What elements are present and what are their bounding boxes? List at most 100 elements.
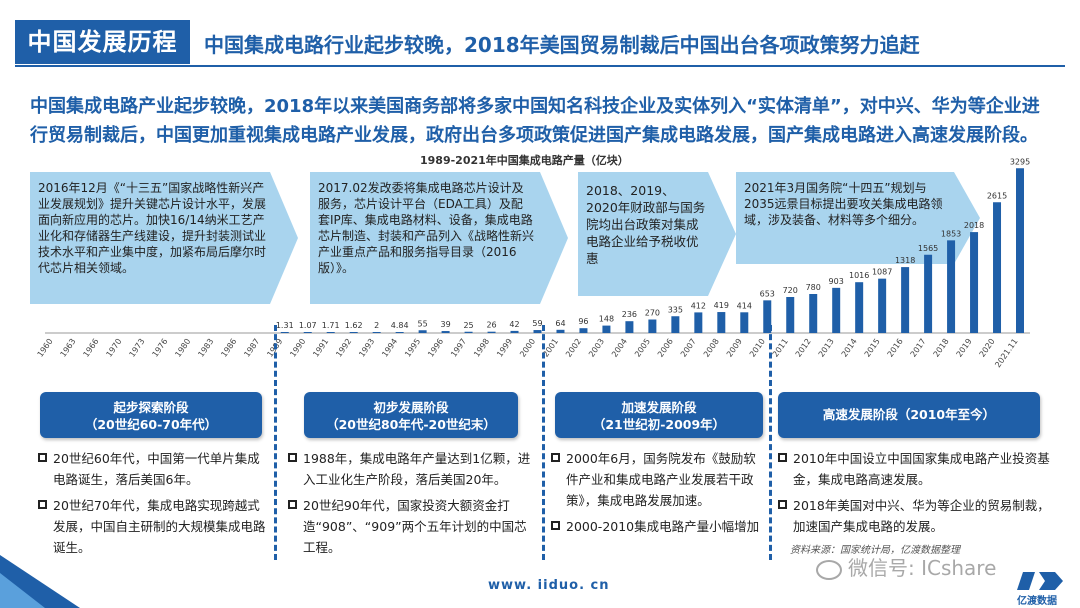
checkbox-bullet-icon: [778, 500, 787, 509]
bar: [602, 325, 611, 333]
stage-divider-3: [769, 325, 772, 560]
bar: [832, 287, 841, 333]
bar: [349, 332, 358, 333]
x-tick-label: 2017: [909, 337, 928, 359]
stage-2-period: （20世纪80年代-20世纪末）: [326, 417, 496, 432]
bar: [326, 332, 335, 333]
bullet-item: 20世纪90年代，国家投资大额资金打造“908”、“909”两个五年计划的中国芯…: [288, 495, 532, 558]
header: 中国发展历程 中国集成电路行业起步较晚，2018年美国贸易制裁后中国出台各项政策…: [0, 0, 1080, 82]
bar-value-label: 903: [829, 277, 844, 286]
bar: [717, 312, 726, 333]
callout-3: 2018、2019、2020年财政部与国务院均出台政策对集成电路企业给予税收优惠: [578, 172, 736, 296]
bar: [648, 319, 657, 333]
stage-3-bullets: 2000年6月，国务院发布《鼓励软件产业和集成电路产业发展若干政策》，集成电路发…: [551, 448, 763, 542]
bar-value-label: 39: [441, 320, 451, 329]
x-tick-label: 1999: [495, 337, 514, 359]
x-tick-label: 1990: [288, 337, 307, 359]
stage-pill-4: 高速发展阶段（2010年至今）: [778, 392, 1040, 438]
bar-value-label: 1016: [849, 271, 869, 280]
callout-3-text: 2018、2019、2020年财政部与国务院均出台政策对集成电路企业给予税收优惠: [586, 183, 706, 266]
x-tick-label: 2005: [633, 337, 652, 359]
x-tick-label: 2013: [817, 337, 836, 359]
source-note: 资料来源：国家统计局，亿渡数据整理: [790, 545, 960, 556]
x-tick-label: 2002: [564, 337, 583, 359]
bullet-item: 20世纪60年代，中国第一代单片集成电路诞生，落后美国6年。: [38, 448, 270, 490]
company-logo: 亿渡数据: [1015, 570, 1070, 607]
bar-value-label: 236: [622, 310, 637, 319]
stage-pill-2: 初步发展阶段 （20世纪80年代-20世纪末）: [304, 392, 518, 438]
stage-3-period: （21世纪初-2009年）: [592, 417, 726, 432]
checkbox-bullet-icon: [38, 453, 47, 462]
x-tick-label: 1983: [196, 337, 215, 359]
checkbox-bullet-icon: [288, 453, 297, 462]
x-tick-label: 2014: [840, 337, 859, 359]
x-tick-label: 2016: [886, 337, 905, 359]
checkbox-bullet-icon: [551, 521, 560, 530]
x-tick-label: 1998: [472, 337, 491, 359]
stage-1-period: （20世纪60-70年代）: [84, 417, 218, 432]
bar: [625, 321, 634, 333]
watermark-text: 微信号: ICshare: [848, 556, 997, 580]
bar-value-label: 3295: [1010, 157, 1030, 166]
bar-value-label: 270: [645, 309, 660, 318]
x-tick-label: 2008: [702, 337, 721, 359]
stage-4-bullets: 2010年中国设立中国国家集成电路产业投资基金，集成电路高速发展。 2018年美…: [778, 448, 1052, 542]
bar: [993, 202, 1002, 333]
x-tick-label: 2019: [955, 337, 974, 359]
x-tick-label: 1992: [334, 337, 353, 359]
x-tick-label: 1993: [357, 337, 376, 359]
x-tick-label: 1987: [242, 337, 261, 359]
x-tick-label: 2010: [748, 337, 767, 359]
x-tick-label: 2006: [656, 337, 675, 359]
footer-url: www. iiduo. cn: [488, 578, 610, 593]
bar: [303, 332, 312, 333]
callout-4: 2021年3月国务院“十四五”规划与2035远景目标提出要攻关集成电路领域，涉及…: [736, 172, 980, 264]
bar: [878, 278, 887, 333]
bar: [533, 330, 542, 333]
stage-divider-2: [542, 325, 545, 560]
bar-value-label: 148: [599, 315, 614, 324]
bullet-text: 2000-2010集成电路产量小幅增加: [566, 519, 760, 534]
bar: [556, 329, 565, 333]
x-tick-label: 1970: [105, 337, 124, 359]
x-tick-label: 1963: [59, 337, 78, 359]
bullet-item: 2000-2010集成电路产量小幅增加: [551, 516, 763, 537]
x-tick-label: 2018: [932, 337, 951, 359]
x-tick-label: 2015: [863, 337, 882, 359]
bar-value-label: 25: [463, 321, 473, 330]
checkbox-bullet-icon: [288, 500, 297, 509]
bar-value-label: 4.84: [391, 321, 409, 330]
x-tick-label: 1976: [150, 337, 169, 359]
section-tag: 中国发展历程: [15, 20, 190, 64]
bar: [418, 330, 427, 333]
bar: [579, 328, 588, 333]
bullet-text: 2000年6月，国务院发布《鼓励软件产业和集成电路产业发展若干政策》，集成电路发…: [566, 451, 756, 508]
stage-3-title: 加速发展阶段: [621, 400, 697, 415]
bar: [786, 297, 795, 333]
stage-1-title: 起步探索阶段: [113, 400, 189, 415]
bullet-item: 2000年6月，国务院发布《鼓励软件产业和集成电路产业发展若干政策》，集成电路发…: [551, 448, 763, 511]
bar-value-label: 419: [714, 301, 729, 310]
bar: [671, 316, 680, 333]
bullet-item: 2010年中国设立中国国家集成电路产业投资基金，集成电路高速发展。: [778, 448, 1052, 490]
callout-1-text: 2016年12月《“十三五”国家战略性新兴产业发展规划》提升关键芯片设计水平，发…: [38, 181, 267, 275]
bar-value-label: 2: [374, 321, 379, 330]
bar-value-label: 64: [555, 319, 565, 328]
x-tick-label: 1980: [173, 337, 192, 359]
x-tick-label: 2020: [978, 337, 997, 359]
bar: [901, 267, 910, 333]
bar-value-label: 26: [486, 321, 496, 330]
checkbox-bullet-icon: [778, 453, 787, 462]
callout-4-text: 2021年3月国务院“十四五”规划与2035远景目标提出要攻关集成电路领域，涉及…: [744, 181, 943, 227]
callout-1: 2016年12月《“十三五”国家战略性新兴产业发展规划》提升关键芯片设计水平，发…: [30, 172, 298, 304]
x-tick-label: 1986: [219, 337, 238, 359]
bar-value-label: 2615: [987, 191, 1007, 200]
headline: 中国集成电路行业起步较晚，2018年美国贸易制裁后中国出台各项政策努力追赶: [204, 33, 920, 57]
bar-value-label: 412: [691, 301, 706, 310]
bullet-text: 1988年，集成电路年产量达到1亿颗，进入工业化生产阶段，落后美国20年。: [303, 451, 531, 487]
stage-pill-3: 加速发展阶段 （21世纪初-2009年）: [555, 392, 763, 438]
bar-value-label: 1.71: [322, 321, 340, 330]
bar-value-label: 1.07: [299, 321, 317, 330]
bar-value-label: 335: [668, 305, 683, 314]
bar-value-label: 1087: [872, 268, 892, 277]
